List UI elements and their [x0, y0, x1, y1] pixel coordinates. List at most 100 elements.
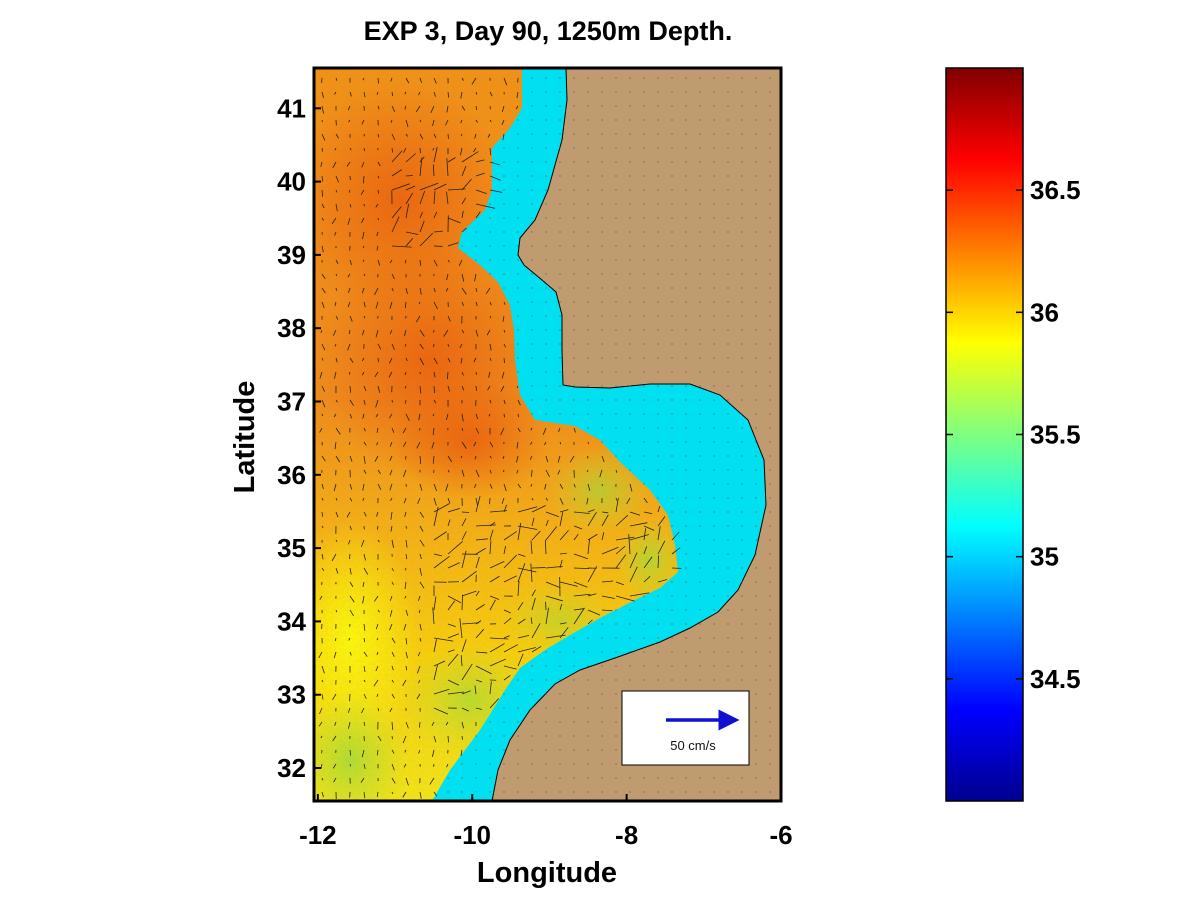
- grid-dot: [615, 427, 617, 429]
- velocity-arrow: [517, 427, 521, 433]
- grid-dot: [559, 315, 561, 317]
- velocity-arrow: [503, 554, 518, 569]
- grid-dot: [727, 399, 729, 401]
- velocity-arrow: [432, 147, 435, 151]
- grid-dot: [699, 301, 701, 303]
- grid-dot: [657, 147, 659, 149]
- velocity-arrow: [501, 105, 505, 112]
- grid-dot: [587, 651, 589, 653]
- velocity-arrow: [376, 441, 379, 446]
- grid-dot: [629, 343, 631, 345]
- velocity-arrow: [516, 469, 519, 474]
- grid-dot: [741, 553, 743, 555]
- grid-dot: [601, 791, 603, 793]
- velocity-arrow: [419, 525, 424, 532]
- y-tick-label: 40: [277, 167, 306, 197]
- grid-dot: [601, 301, 603, 303]
- grid-dot: [741, 497, 743, 499]
- velocity-arrow: [475, 707, 483, 710]
- grid-dot: [559, 329, 561, 331]
- velocity-arrow: [361, 357, 365, 362]
- grid-dot: [755, 525, 757, 527]
- grid-dot: [741, 399, 743, 401]
- grid-dot: [559, 343, 561, 345]
- grid-dot: [741, 539, 743, 541]
- velocity-arrow: [321, 455, 326, 462]
- grid-dot: [559, 273, 561, 275]
- x-tick-label: -10: [453, 820, 491, 850]
- grid-dot: [685, 119, 687, 121]
- velocity-arrow: [390, 525, 393, 532]
- y-tick-label: 39: [277, 240, 306, 270]
- velocity-arrow: [349, 315, 353, 322]
- grid-dot: [601, 749, 603, 751]
- velocity-arrow: [346, 511, 351, 518]
- velocity-arrow: [460, 655, 463, 667]
- grid-dot: [643, 273, 645, 275]
- velocity-arrow: [500, 385, 505, 392]
- grid-dot: [601, 231, 603, 233]
- velocity-arrow: [335, 259, 339, 264]
- grid-dot: [587, 161, 589, 163]
- velocity-arrow: [475, 189, 487, 195]
- velocity-arrow: [362, 175, 365, 184]
- grid-dot: [559, 651, 561, 653]
- grid-dot: [629, 777, 631, 779]
- grid-dot: [587, 679, 589, 681]
- grid-dot: [741, 217, 743, 219]
- grid-dot: [769, 665, 771, 667]
- velocity-arrow: [517, 653, 524, 667]
- velocity-arrow: [389, 623, 393, 631]
- velocity-arrow: [503, 343, 506, 348]
- velocity-arrow: [475, 203, 496, 209]
- velocity-arrow: [348, 637, 351, 641]
- velocity-arrow: [475, 371, 478, 375]
- velocity-arrow: [389, 455, 393, 461]
- grid-dot: [685, 637, 687, 639]
- velocity-arrow: [405, 77, 410, 84]
- grid-dot: [685, 455, 687, 457]
- velocity-arrow: [419, 190, 426, 205]
- grid-dot: [671, 147, 673, 149]
- grid-dot: [685, 217, 687, 219]
- velocity-arrow: [657, 540, 666, 555]
- velocity-arrow: [573, 525, 583, 530]
- grid-dot: [755, 357, 757, 359]
- velocity-arrow: [447, 455, 453, 463]
- grid-dot: [685, 413, 687, 415]
- grid-dot: [769, 483, 771, 485]
- grid-dot: [545, 245, 547, 247]
- velocity-arrow: [404, 749, 407, 753]
- grid-dot: [545, 231, 547, 233]
- grid-dot: [573, 105, 575, 107]
- velocity-arrow: [559, 627, 569, 639]
- velocity-arrow: [349, 483, 353, 490]
- grid-dot: [671, 455, 673, 457]
- grid-dot: [531, 315, 533, 317]
- velocity-arrow: [573, 593, 591, 597]
- grid-dot: [755, 413, 757, 415]
- velocity-arrow: [615, 595, 635, 602]
- grid-dot: [713, 679, 715, 681]
- velocity-arrow: [461, 227, 467, 233]
- velocity-arrow: [475, 628, 485, 639]
- velocity-arrow: [586, 469, 589, 473]
- grid-dot: [741, 203, 743, 205]
- grid-dot: [629, 287, 631, 289]
- grid-dot: [755, 301, 757, 303]
- grid-dot: [573, 413, 575, 415]
- grid-dot: [587, 133, 589, 135]
- grid-dot: [657, 287, 659, 289]
- velocity-arrow: [461, 663, 473, 681]
- velocity-arrow: [415, 105, 421, 113]
- grid-dot: [685, 315, 687, 317]
- grid-dot: [503, 287, 505, 289]
- grid-dot: [601, 245, 603, 247]
- grid-dot: [545, 721, 547, 723]
- velocity-arrow: [404, 105, 407, 110]
- grid-dot: [741, 469, 743, 471]
- velocity-arrow: [391, 791, 394, 795]
- grid-dot: [503, 721, 505, 723]
- velocity-arrow: [544, 441, 547, 446]
- grid-dot: [531, 105, 533, 107]
